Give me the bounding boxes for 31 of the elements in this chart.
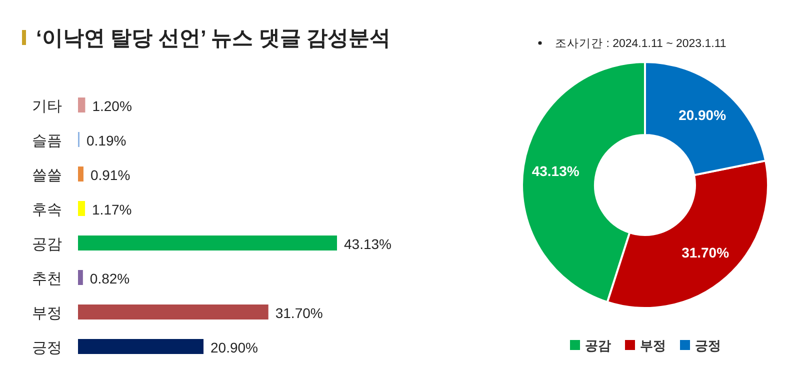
y-tick-label: 부정	[32, 305, 62, 322]
data-label: 0.91%	[90, 167, 130, 183]
bar	[78, 270, 83, 285]
data-label: 0.82%	[90, 270, 130, 286]
y-tick-label: 후속	[32, 202, 62, 218]
y-tick-label: 추천	[32, 270, 62, 288]
y-tick-label: 긍정	[32, 340, 62, 356]
data-label: 20.90%	[678, 106, 727, 123]
legend-label: 공감	[585, 338, 611, 353]
y-tick-label: 슬픔	[32, 132, 62, 150]
data-label: 31.70%	[682, 244, 730, 260]
bar	[78, 98, 86, 112]
data-label: 1.20%	[92, 98, 132, 114]
text: 조사기간 : 2024.1.11 ~ 2023.1.11	[555, 38, 726, 50]
bar	[78, 236, 337, 250]
bar	[78, 166, 84, 182]
chart-title: ‘이낙연 탈당 선언’ 뉴스 댓글 감성분석	[36, 27, 391, 50]
bar	[78, 201, 86, 216]
data-label: 43.13%	[532, 162, 580, 179]
data-label: 1.17%	[92, 202, 132, 218]
legend-label: 긍정	[695, 338, 721, 353]
data-label: 31.70%	[275, 305, 323, 321]
data-label: 20.90%	[210, 340, 258, 356]
bar	[78, 304, 268, 320]
y-tick-label: 공감	[32, 236, 62, 253]
y-tick-label: 기타	[32, 98, 62, 115]
y-tick-label: 쓸쓸	[32, 167, 62, 184]
data-label: 43.13%	[344, 236, 392, 252]
bar	[78, 339, 204, 354]
legend-label: 부정	[640, 338, 666, 353]
data-label: 0.19%	[86, 132, 126, 148]
